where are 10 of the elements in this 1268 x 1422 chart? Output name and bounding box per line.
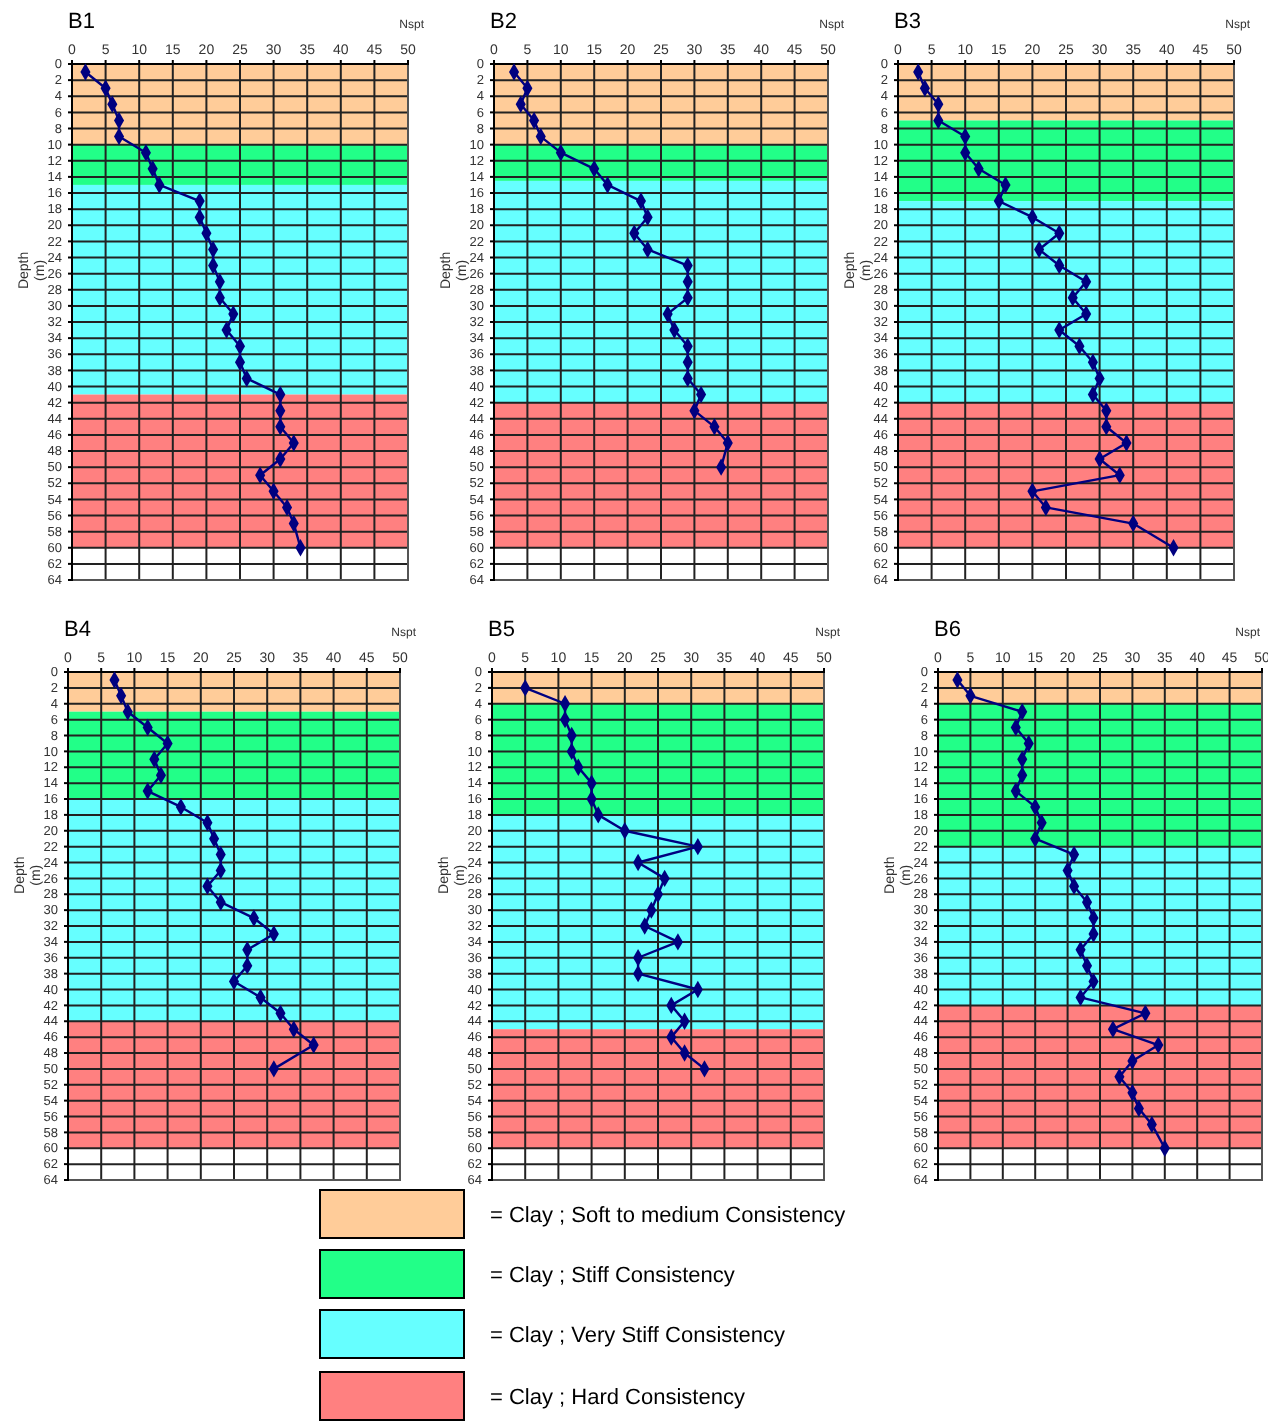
chart-title: B1 — [68, 10, 95, 34]
category-label: = Clay ; Hard Consistency — [490, 1386, 746, 1410]
category-label: = Clay ; Soft to medium Consistency — [490, 1204, 847, 1228]
chart-title: B5 — [488, 618, 515, 642]
category-label: = Clay ; Stiff Consistency — [490, 1264, 736, 1288]
chart-title: B4 — [64, 618, 91, 642]
chart-title: B6 — [934, 618, 961, 642]
chart-title: B2 — [490, 10, 517, 34]
category-label: = Clay ; Very Stiff Consistency — [490, 1324, 786, 1348]
chart-title: B3 — [894, 10, 921, 34]
